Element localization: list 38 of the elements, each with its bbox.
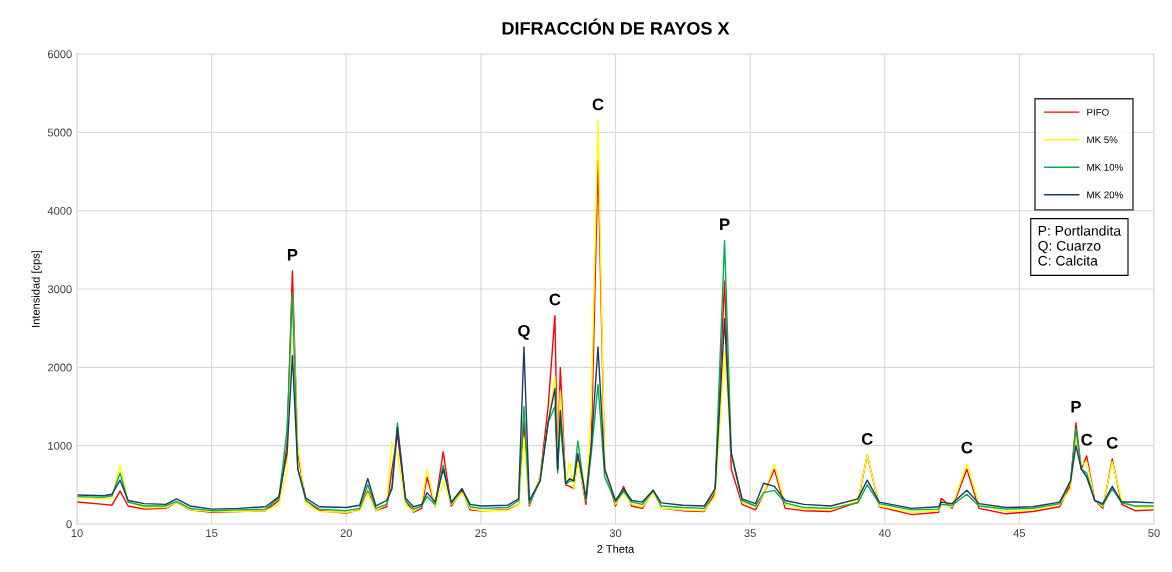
annotation: Q xyxy=(518,324,530,340)
legend-label: MK 10% xyxy=(1087,163,1123,171)
x-tick-label: 30 xyxy=(609,529,622,538)
y-tick-label: 6000 xyxy=(47,50,72,59)
legend-label: PIFO xyxy=(1087,108,1109,116)
x-tick-label: 40 xyxy=(878,529,891,538)
legend-label: MK 5% xyxy=(1087,136,1118,144)
y-tick-label: 1000 xyxy=(48,441,72,450)
y-tick-label: 3000 xyxy=(47,285,72,294)
line-series xyxy=(77,239,1154,512)
annotation: C xyxy=(549,293,561,306)
annotation: C xyxy=(861,433,873,445)
annotation: P xyxy=(1071,401,1081,413)
x-tick-label: 10 xyxy=(71,529,83,538)
y-axis-title: Intensidad [cps] xyxy=(31,250,42,327)
annotation: Q: Cuarzo xyxy=(1038,240,1101,254)
chart-title: DIFRACCIÓN DE RAYOS X xyxy=(502,18,730,35)
y-tick-label: 4000 xyxy=(47,206,72,215)
annotation: C xyxy=(1106,436,1118,449)
x-axis-title: 2 Theta xyxy=(597,544,635,553)
x-tick-label: 50 xyxy=(1148,529,1160,538)
annotation: C xyxy=(1081,433,1093,446)
annotation: P xyxy=(287,249,298,261)
y-tick-label: 5000 xyxy=(47,128,72,137)
annotation: C: Calcita xyxy=(1038,255,1098,266)
legend-label: MK 20% xyxy=(1087,191,1123,199)
annotation: P: Portlandita xyxy=(1038,225,1122,236)
x-tick-label: 35 xyxy=(744,529,756,538)
x-tick-label: 20 xyxy=(340,529,352,538)
annotation: C xyxy=(961,441,973,454)
x-tick-label: 15 xyxy=(206,529,218,538)
x-tick-label: 45 xyxy=(1013,529,1026,538)
y-tick-label: 2000 xyxy=(47,363,72,372)
annotation: C xyxy=(592,98,604,111)
y-tick-label: 0 xyxy=(66,520,72,529)
line-series xyxy=(77,318,1154,510)
annotation: P xyxy=(720,218,730,231)
x-tick-label: 25 xyxy=(475,529,487,538)
